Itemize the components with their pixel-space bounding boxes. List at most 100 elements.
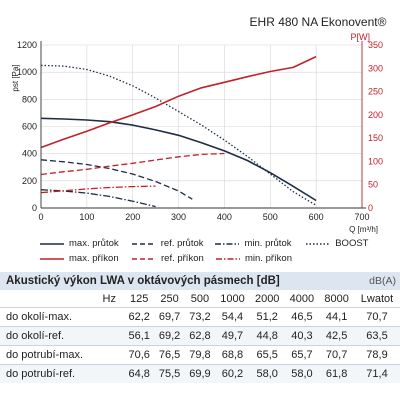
series-line-0 xyxy=(40,117,317,202)
table-cell: 40,3 xyxy=(284,326,320,346)
y-tick-label-right: 0 xyxy=(368,203,373,213)
legend-row-power: max. příkon ref. příkon min. příkon xyxy=(40,251,380,266)
chart-title: EHR 480 NA Ekonovent® xyxy=(250,15,387,29)
column-header: 125 xyxy=(130,292,149,305)
y-tick-label-right: 50 xyxy=(368,180,378,190)
row-label: do okolí-max. xyxy=(0,307,124,327)
column-header: Lwatot xyxy=(360,292,394,305)
legend-label: min. příkon xyxy=(245,253,292,264)
table-cell: 46,5 xyxy=(284,307,320,327)
legend-item: max. průtok xyxy=(40,238,128,249)
chart-axes xyxy=(40,41,366,209)
x-tick-label: 0 xyxy=(38,212,43,222)
y-tick-label-right: 150 xyxy=(368,133,383,143)
acoustic-table-header: Akustický výkon LWA v oktávových pásmech… xyxy=(0,272,400,290)
table-cell: 44,8 xyxy=(249,326,285,346)
column-header: 250 xyxy=(160,292,179,305)
table-cell: 68,8 xyxy=(215,345,250,365)
series-line-5 xyxy=(40,152,225,176)
series-line-6 xyxy=(40,185,156,194)
legend-label: ref. průtok xyxy=(160,238,204,249)
legend-swatch xyxy=(216,257,240,260)
hz-label: Hz xyxy=(102,292,116,305)
table-cell: 65,5 xyxy=(249,345,285,365)
table-cell: 49,7 xyxy=(215,326,250,346)
column-header: 1000 xyxy=(220,292,245,305)
y-tick-label-left: 600 xyxy=(22,122,37,132)
table-cell: 69,7 xyxy=(154,307,185,327)
column-header: 500 xyxy=(190,292,210,305)
legend-item: max. příkon xyxy=(40,253,128,264)
table-cell: 70,7 xyxy=(319,345,354,365)
legend-label: min. průtok xyxy=(244,238,292,249)
legend-swatch xyxy=(40,257,64,260)
x-tick-label: 700 xyxy=(354,212,369,222)
legend-swatch xyxy=(306,242,331,245)
table-cell: 63,5 xyxy=(354,326,400,346)
legend-label: BOOST xyxy=(335,238,369,249)
table-cell: 76,5 xyxy=(154,345,185,365)
table-cell: 70,6 xyxy=(124,345,155,365)
table-cell: 78,9 xyxy=(354,345,400,365)
tick-labels: 0 100 200 300 400 500 600 700020040060080010001… xyxy=(17,40,383,222)
table-cell: 70,7 xyxy=(354,307,400,327)
table-cell: 51,2 xyxy=(249,307,285,327)
legend-label: max. průtok xyxy=(69,238,119,249)
table-cell: 62,8 xyxy=(184,326,216,346)
table-cell: 58,0 xyxy=(249,364,285,383)
legend-swatch xyxy=(131,242,156,245)
table-row: do okolí-max. 62,2 69,7 73,2 54,4 51,2 46,5 44,… xyxy=(0,307,400,327)
table-cell: 44,1 xyxy=(319,307,354,327)
x-axis-label: Q [m³/h] xyxy=(349,225,378,234)
x-tick-label: 400 xyxy=(217,212,232,222)
series-line-1 xyxy=(40,159,193,200)
legend-item: ref. průtok xyxy=(131,238,212,249)
table-row: do okolí-ref. 56,1 69,2 62,8 49,7 44,8 40,3 42,… xyxy=(0,326,400,346)
legend-item: ref. příkon xyxy=(132,253,212,264)
acoustic-table: Hz 125 250 500 1000 2000 4000 8000 Lwatot do okol… xyxy=(0,290,400,383)
table-cell: 42,5 xyxy=(319,326,354,346)
x-tick-label: 100 xyxy=(79,212,94,222)
table-cell: 61,8 xyxy=(319,364,354,383)
acoustic-table-title: Akustický výkon LWA v oktávových pásmech… xyxy=(6,275,280,287)
column-header: 2000 xyxy=(254,292,280,305)
y-tick-label-right: 350 xyxy=(368,40,383,50)
table-cell: 75,5 xyxy=(154,364,185,383)
table-row: do potrubí-ref. 64,8 75,5 69,9 60,2 58,0 58,0 6… xyxy=(0,364,400,383)
acoustic-table-body: Hz 125 250 500 1000 2000 4000 8000 Lwatot do okol… xyxy=(0,290,400,383)
y-tick-label-right: 300 xyxy=(368,63,383,73)
y-tick-label-right: 100 xyxy=(368,156,383,166)
y-tick-label-left: 1200 xyxy=(17,40,37,50)
table-cell: 62,2 xyxy=(124,307,155,327)
x-tick-label: 500 xyxy=(263,212,278,222)
series-layer xyxy=(40,55,317,208)
performance-chart: EHR 480 NA Ekonovent® 0 100 200 300 400 500 60… xyxy=(11,15,387,234)
row-label: do okolí-ref. xyxy=(0,326,124,346)
acoustic-table-section: Akustický výkon LWA v oktávových pásmech… xyxy=(0,272,400,383)
table-cell: 56,1 xyxy=(124,326,155,346)
series-line-4 xyxy=(40,55,317,149)
x-tick-label: 600 xyxy=(309,212,324,222)
table-cell: 69,9 xyxy=(184,364,216,383)
y-tick-label-left: 400 xyxy=(22,149,37,159)
legend-swatch xyxy=(132,257,156,260)
legend-row-pressure: max. průtok ref. průtok min. průtok BOOS… xyxy=(40,236,380,251)
y-tick-label-left: 800 xyxy=(22,94,37,104)
y-tick-label-left: 1000 xyxy=(17,67,37,77)
legend-label: max. příkon xyxy=(69,253,119,264)
row-label: do potrubí-ref. xyxy=(0,364,124,383)
legend-item: min. příkon xyxy=(216,253,303,264)
table-cell: 73,2 xyxy=(184,307,216,327)
y-axis-left-label: pst [Pa] xyxy=(11,64,20,91)
y-axis-right-label: P[W] xyxy=(351,32,371,42)
table-header-row: Hz 125 250 500 1000 2000 4000 8000 Lwatot xyxy=(0,290,400,308)
legend-item: BOOST xyxy=(306,238,376,249)
y-tick-label-left: 0 xyxy=(32,203,37,213)
x-tick-label: 300 xyxy=(171,212,186,222)
table-cell: 71,4 xyxy=(354,364,400,383)
table-row: do potrubí-max. 70,6 76,5 79,8 68,8 65,5 65,7 7… xyxy=(0,345,400,365)
legend-item: min. průtok xyxy=(215,238,302,249)
legend-swatch xyxy=(40,242,64,245)
table-cell: 64,8 xyxy=(124,364,155,383)
y-tick-label-right: 250 xyxy=(368,87,383,97)
